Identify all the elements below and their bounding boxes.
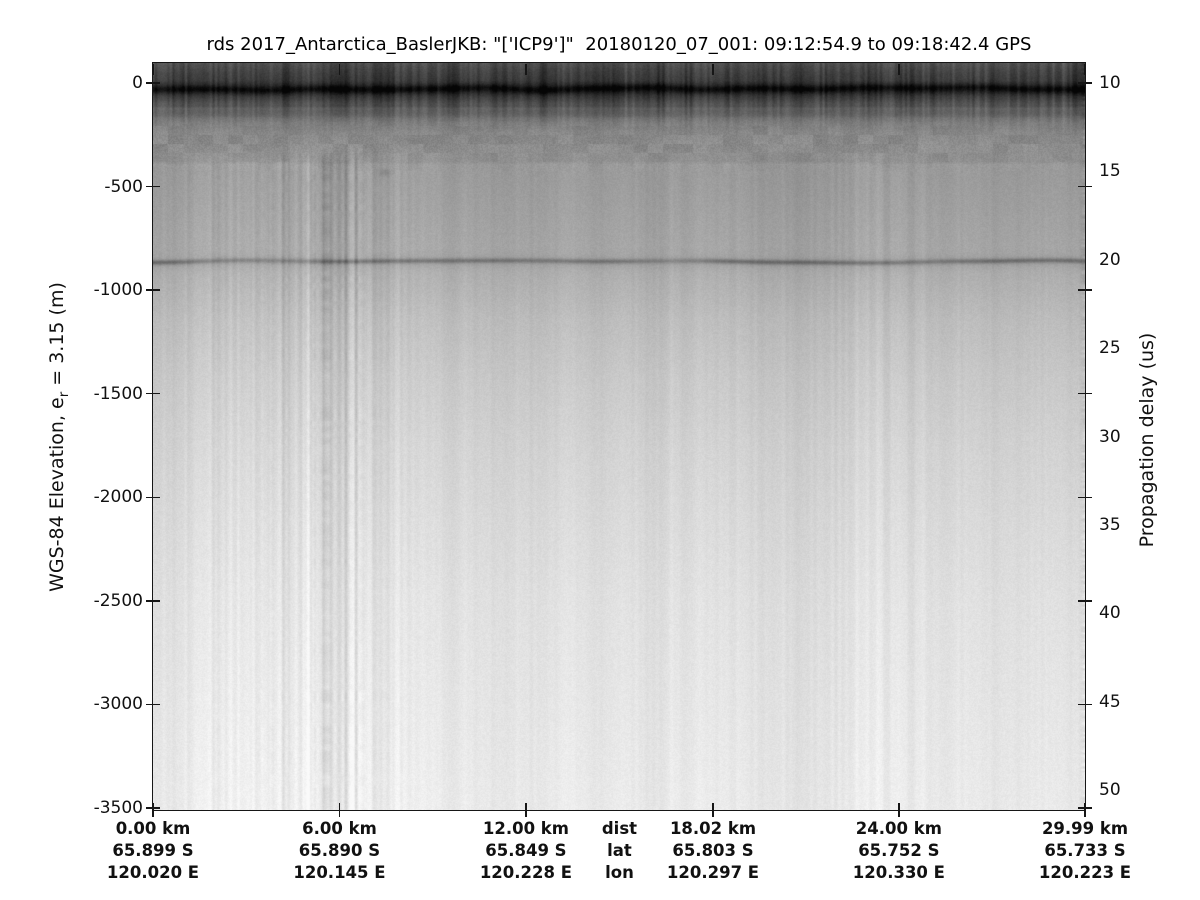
x-tick-mark-bottom xyxy=(338,803,341,817)
y-tick-label-right: 45 xyxy=(1099,691,1121,712)
x-tick-label-group: 18.02 km 65.803 S 120.297 E xyxy=(643,818,783,884)
x-tick-lon: 120.228 E xyxy=(479,863,572,882)
radargram-image xyxy=(153,63,1085,810)
y-tick-mark-left xyxy=(145,496,160,499)
x-tick-lat: 65.752 S xyxy=(858,841,940,860)
y-tick-label-right: 40 xyxy=(1099,603,1121,624)
x-tick-mark-bottom xyxy=(525,803,527,817)
x-tick-mark-bottom xyxy=(1084,803,1086,817)
x-tick-lat: 65.849 S xyxy=(485,841,567,860)
x-tick-mark-top xyxy=(152,63,154,75)
x-tick-distance: 6.00 km xyxy=(302,819,377,838)
x-tick-lat: 65.890 S xyxy=(298,841,381,860)
x-tick-mark-top xyxy=(898,63,900,75)
y-tick-label-right: 25 xyxy=(1099,338,1121,359)
x-tick-label-group: 0.00 km 65.899 S 120.020 E xyxy=(83,818,223,884)
x-tick-mark-top xyxy=(712,63,714,75)
y-tick-mark-right xyxy=(1077,496,1092,499)
y-tick-mark-left xyxy=(145,703,160,706)
x-tick-distance: 12.00 km xyxy=(482,819,569,838)
y-tick-mark-left xyxy=(145,392,160,395)
y-tick-label-right: 15 xyxy=(1099,161,1121,182)
x-tick-mark-bottom xyxy=(898,803,900,817)
y-tick-label-right: 30 xyxy=(1099,426,1121,447)
x-tick-mark-bottom xyxy=(152,803,154,817)
x-tick-mark-bottom xyxy=(712,803,714,817)
y-tick-label-left: -2500 xyxy=(93,590,143,611)
x-tick-mark-top xyxy=(338,63,341,75)
x-tick-distance: 29.99 km xyxy=(1041,819,1129,838)
y-tick-label-left: -3000 xyxy=(93,694,143,715)
x-axis-row-labels: dist lat lon xyxy=(579,818,659,884)
y-tick-mark-left xyxy=(145,600,160,602)
x-tick-label-group: 24.00 km 65.752 S 120.330 E xyxy=(829,818,969,884)
y-tick-mark-left xyxy=(145,289,160,291)
x-tick-distance: 18.02 km xyxy=(669,819,757,838)
x-tick-lon: 120.223 E xyxy=(1038,863,1132,882)
y-tick-label-right: 35 xyxy=(1099,514,1121,535)
y-tick-mark-right xyxy=(1077,703,1092,706)
y-tick-mark-right xyxy=(1077,185,1092,188)
x-axis-row-label: lat xyxy=(607,841,632,860)
x-tick-lon: 120.297 E xyxy=(666,863,760,882)
x-tick-distance: 24.00 km xyxy=(855,819,942,838)
x-tick-mark-top xyxy=(1084,63,1086,75)
x-tick-lat: 65.899 S xyxy=(112,841,194,860)
x-axis-row-label: dist xyxy=(601,819,638,838)
y-tick-label-left: 0 xyxy=(132,73,143,93)
x-tick-lon: 120.145 E xyxy=(293,863,386,882)
x-tick-lat: 65.733 S xyxy=(1044,841,1126,860)
y-tick-label-left: -1000 xyxy=(93,280,143,301)
y-tick-label-right: 50 xyxy=(1099,780,1121,800)
x-tick-label-group: 12.00 km 65.849 S 120.228 E xyxy=(456,818,596,884)
y-tick-label-left: -3500 xyxy=(93,798,143,818)
x-tick-lat: 65.803 S xyxy=(672,841,754,860)
y-tick-mark-right xyxy=(1077,289,1092,291)
y-tick-mark-left xyxy=(145,185,160,188)
chart-title: rds 2017_Antarctica_BaslerJKB: "['ICP9']… xyxy=(206,34,1032,55)
x-tick-mark-top xyxy=(525,63,527,75)
y-tick-mark-right xyxy=(1077,82,1092,84)
y-tick-mark-right xyxy=(1077,600,1092,602)
x-tick-lon: 120.330 E xyxy=(852,863,945,882)
y-tick-mark-left xyxy=(145,82,160,84)
y-tick-label-left: -1500 xyxy=(93,383,143,404)
x-tick-distance: 0.00 km xyxy=(115,819,191,838)
x-tick-label-group: 6.00 km 65.890 S 120.145 E xyxy=(269,818,409,884)
x-axis-row-label: lon xyxy=(605,863,634,882)
x-tick-label-group: 29.99 km 65.733 S 120.223 E xyxy=(1015,818,1155,884)
x-tick-lon: 120.020 E xyxy=(106,863,200,882)
y-tick-label-right: 10 xyxy=(1099,73,1121,93)
left-axis-label: WGS-84 Elevation, er = 3.15 (m) xyxy=(45,187,72,687)
y-tick-label-left: -500 xyxy=(104,176,143,197)
y-tick-mark-right xyxy=(1077,392,1092,395)
y-tick-label-right: 20 xyxy=(1099,249,1121,270)
y-tick-label-left: -2000 xyxy=(93,487,143,508)
